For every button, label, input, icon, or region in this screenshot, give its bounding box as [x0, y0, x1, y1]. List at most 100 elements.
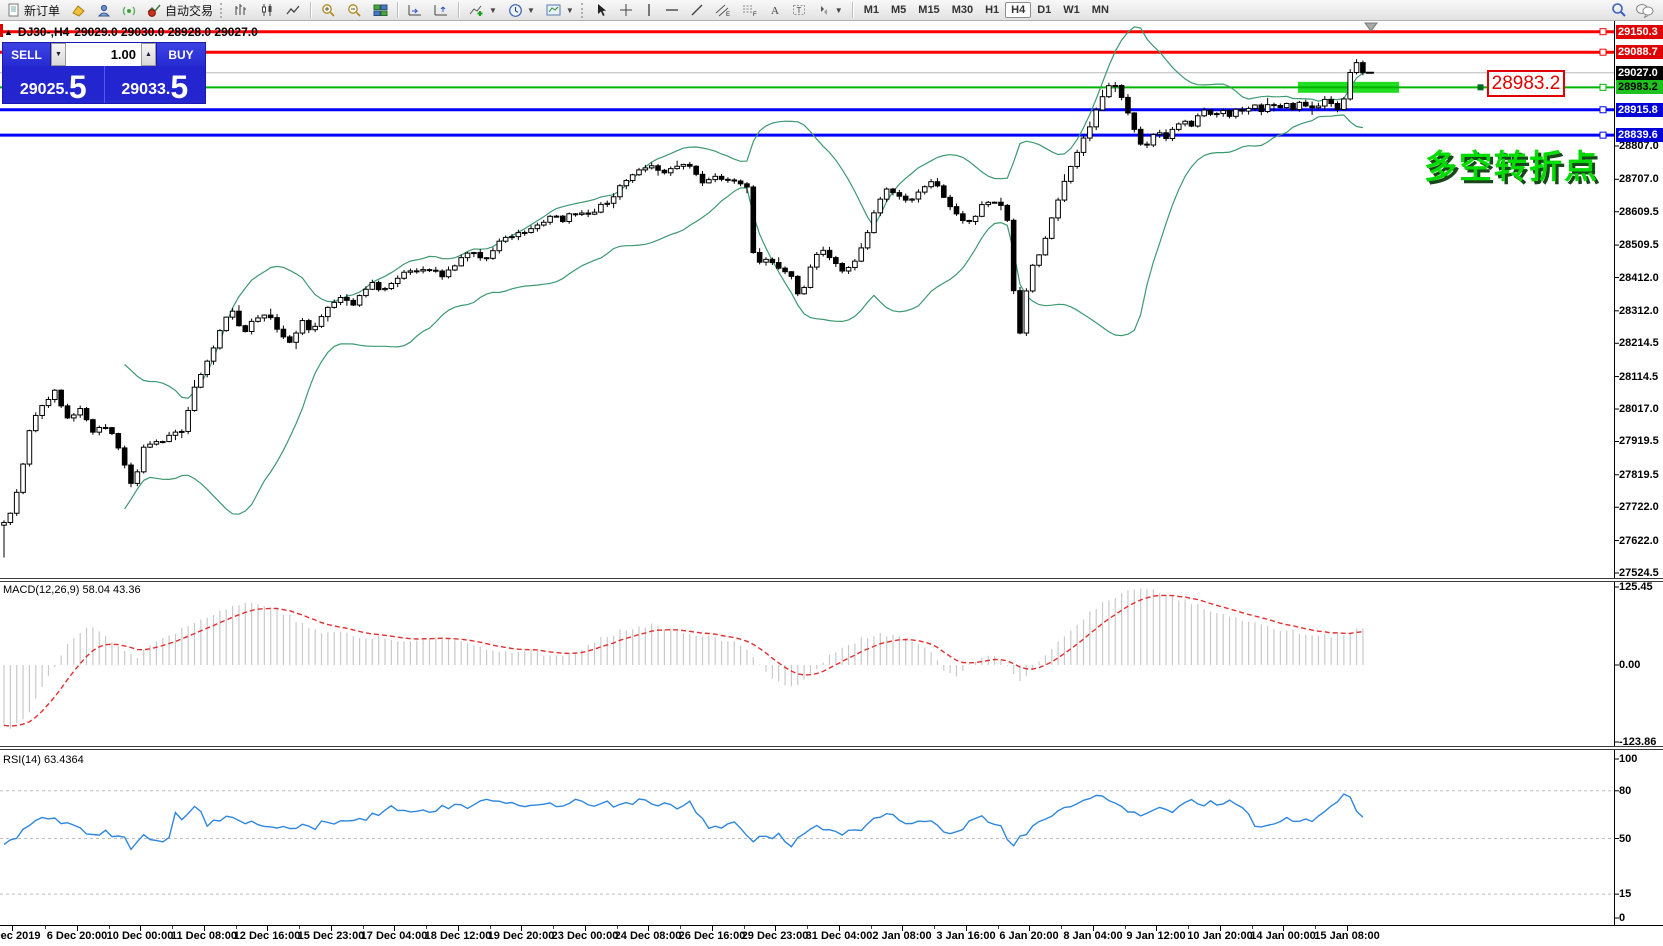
cursor-tool-button[interactable] [590, 0, 613, 20]
text-label-tool-button[interactable]: T [787, 0, 811, 20]
candle [991, 201, 998, 204]
candle [921, 186, 928, 193]
timeframe-h4[interactable]: H4 [1005, 2, 1032, 18]
zoom-in-button[interactable] [316, 0, 341, 20]
timeframe-group: M1 M5 M15 M30 H1 H4 D1 W1 MN [858, 2, 1115, 18]
text-tool-button[interactable]: A [764, 0, 786, 20]
candle [64, 405, 71, 419]
candle [267, 314, 274, 319]
timeframe-h1[interactable]: H1 [985, 4, 1000, 16]
timeframe-m5[interactable]: M5 [891, 4, 907, 16]
candle [617, 185, 623, 198]
candle [985, 201, 992, 206]
time-tick-minor [299, 926, 300, 929]
buy-price[interactable]: 29033. 5 [105, 66, 206, 103]
search-icon[interactable] [1611, 2, 1627, 18]
candle [585, 212, 592, 215]
periods-button[interactable]: ▼ [503, 0, 540, 20]
trendline-tool-button[interactable] [685, 0, 709, 20]
candle [191, 386, 198, 411]
one-click-collapse-icon[interactable]: ▲ [4, 27, 13, 37]
candle [1258, 104, 1265, 113]
pane-divider[interactable] [0, 578, 1663, 582]
bar-chart-button[interactable] [229, 0, 254, 20]
candle [1118, 84, 1125, 98]
profile-button[interactable] [92, 0, 116, 20]
rsi-pane[interactable] [0, 750, 1663, 925]
sell-price-main: 29025. [19, 81, 69, 98]
vertical-line-tool-button[interactable] [639, 0, 659, 20]
candle [1283, 102, 1290, 109]
candle [725, 178, 731, 181]
candle [655, 165, 661, 171]
channel-tool-button[interactable]: E [710, 0, 736, 20]
macd-pane[interactable] [0, 582, 1663, 746]
time-tick [1220, 926, 1221, 931]
horizontal-line-tool-button[interactable] [660, 0, 684, 20]
timeframe-m1[interactable]: M1 [863, 4, 879, 16]
fibonacci-tool-button[interactable]: F [737, 0, 763, 20]
volume-input[interactable]: 1.00 [66, 43, 141, 66]
sell-price[interactable]: 29025. 5 [3, 66, 105, 103]
candle [604, 202, 611, 205]
candle [1074, 151, 1080, 167]
candle [1322, 98, 1328, 107]
candle [369, 282, 376, 290]
line-chart-button[interactable] [281, 0, 306, 20]
candle [801, 286, 807, 295]
pane-divider[interactable] [0, 746, 1663, 750]
candle [445, 269, 452, 278]
zoom-out-button[interactable] [342, 0, 367, 20]
timeframe-m30[interactable]: M30 [951, 4, 974, 16]
templates-button[interactable]: ▼ [541, 0, 579, 20]
chart-shift-marker [1364, 22, 1378, 32]
candle [1360, 62, 1366, 74]
volume-increase-button[interactable]: ▲ [141, 43, 156, 66]
candle [363, 288, 369, 297]
chart-shift-button[interactable] [429, 0, 454, 20]
time-tick-minor [743, 926, 745, 929]
candlestick-chart-button[interactable] [255, 0, 280, 20]
time-tick [204, 926, 205, 931]
candle [661, 169, 668, 174]
auto-scroll-button[interactable] [403, 0, 428, 20]
buy-button[interactable]: BUY [156, 43, 205, 66]
market-watch-button[interactable] [66, 0, 91, 20]
candle [45, 399, 52, 407]
sell-button[interactable]: SELL [3, 43, 51, 66]
candle [1341, 98, 1347, 110]
candle [814, 253, 820, 268]
broadcast-button[interactable] [117, 0, 141, 20]
time-label: 8 Jan 04:00 [1063, 930, 1123, 942]
auto-trading-button[interactable]: 自动交易 [142, 0, 218, 20]
timeframe-d1[interactable]: D1 [1037, 4, 1052, 16]
main-chart-pane[interactable] [0, 21, 1663, 578]
candle [420, 269, 426, 272]
add-indicator-button[interactable]: ▼ [464, 0, 502, 20]
candle [115, 433, 122, 449]
arrows-tool-button[interactable]: ▼ [812, 0, 848, 20]
chat-icon[interactable] [1635, 3, 1655, 18]
candle [7, 512, 14, 524]
timeframe-mn[interactable]: MN [1091, 4, 1109, 16]
timeframe-w1[interactable]: W1 [1063, 4, 1080, 16]
candle [52, 389, 58, 401]
price-tag-label[interactable]: 28983.2 [1487, 70, 1565, 97]
time-tick [394, 926, 395, 931]
time-axis-border [0, 925, 1663, 926]
volume-decrease-button[interactable]: ▼ [51, 43, 66, 66]
text-label-icon: T [792, 5, 805, 15]
timeframe-m15[interactable]: M15 [918, 4, 940, 16]
time-label: 12 Dec 16:00 [233, 930, 301, 942]
candle [293, 332, 299, 343]
new-order-button[interactable]: 新订单 [2, 0, 65, 20]
tile-windows-button[interactable] [368, 0, 393, 20]
candle [1023, 290, 1030, 334]
candle [902, 195, 909, 201]
bollinger-upper-band [124, 26, 1364, 399]
candle [1029, 264, 1036, 292]
crosshair-tool-button[interactable] [614, 0, 638, 20]
vertical-line-icon [648, 4, 650, 16]
